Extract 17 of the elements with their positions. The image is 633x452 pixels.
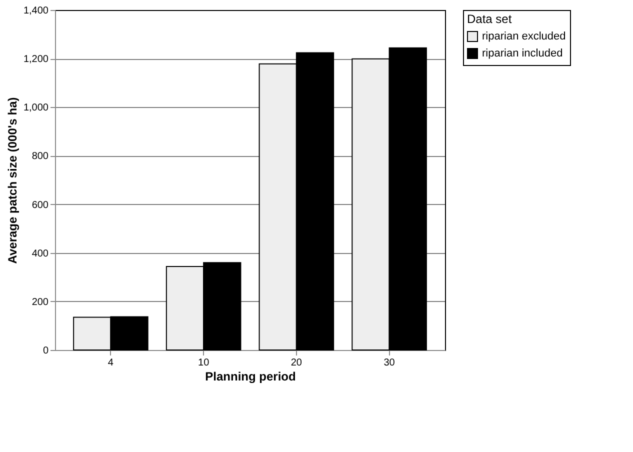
y-tick-label: 400: [32, 248, 49, 260]
x-tick-label: 10: [198, 358, 210, 368]
x-tick-label: 20: [290, 358, 302, 368]
y-tick-label: 1,200: [23, 54, 49, 66]
legend-label: riparian included: [482, 48, 563, 60]
y-tick-label: 1,000: [23, 102, 49, 114]
legend-label: riparian excluded: [482, 30, 566, 42]
y-tick-label: 1,400: [23, 6, 49, 16]
y-tick-label: 800: [32, 151, 49, 162]
y-tick-label: 0: [42, 346, 49, 356]
x-tick-label: 4: [108, 358, 114, 368]
y-axis-title: Average patch size (000's ha): [5, 97, 20, 264]
x-axis-title: Planning period: [205, 370, 296, 384]
legend-title: Data set: [467, 12, 512, 26]
x-tick-label: 30: [384, 358, 396, 368]
y-tick-label: 600: [32, 200, 49, 211]
y-tick-label: 200: [32, 296, 49, 308]
